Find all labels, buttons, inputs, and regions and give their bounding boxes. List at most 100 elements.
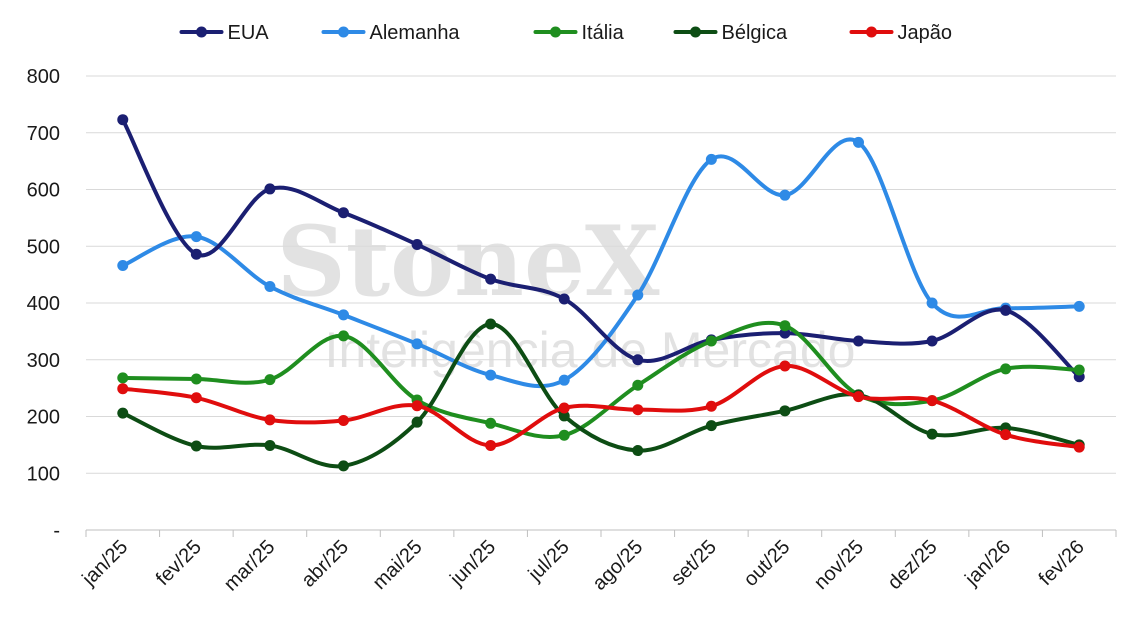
- y-tick-label: 300: [27, 350, 60, 372]
- data-point-belgica: [558, 410, 570, 422]
- legend-label: EUA: [228, 22, 270, 44]
- data-point-eua: [117, 114, 129, 126]
- y-tick-label: -: [53, 520, 60, 542]
- y-tick-label: 200: [27, 407, 60, 429]
- legend-item-alemanha: Alemanha: [321, 22, 461, 44]
- y-tick-label: 100: [27, 463, 60, 485]
- series-alemanha: [117, 136, 1085, 389]
- y-tick-label: 400: [27, 293, 60, 315]
- data-point-japao: [558, 402, 570, 414]
- data-point-belgica: [779, 405, 791, 417]
- x-tick-label: jan/25: [78, 536, 133, 591]
- legend-marker: [196, 26, 207, 38]
- data-point-italia: [558, 429, 570, 441]
- data-point-alemanha: [926, 297, 938, 309]
- data-point-alemanha: [705, 153, 717, 165]
- data-point-italia: [485, 417, 497, 429]
- series-line-japao: [120, 363, 1082, 450]
- data-point-belgica: [926, 428, 938, 440]
- data-point-japao: [926, 395, 938, 407]
- data-point-belgica: [485, 318, 497, 330]
- data-point-alemanha: [117, 260, 129, 272]
- series-line-belgica: [120, 321, 1082, 469]
- y-tick-label: 800: [27, 66, 60, 88]
- data-point-japao: [338, 414, 349, 426]
- data-point-alemanha: [632, 289, 644, 301]
- data-point-alemanha: [558, 374, 570, 386]
- data-point-eua: [411, 239, 423, 251]
- data-point-italia: [779, 320, 791, 332]
- data-point-italia: [705, 335, 717, 347]
- data-point-japao: [1073, 441, 1085, 453]
- series-japao: [117, 360, 1085, 453]
- data-point-italia: [1000, 363, 1012, 375]
- data-point-eua: [338, 207, 349, 219]
- data-point-japao: [779, 360, 791, 372]
- data-point-japao: [485, 439, 497, 451]
- legend: EUA Alemanha Itália Bélgica Japão: [179, 22, 953, 44]
- data-point-alemanha: [338, 309, 349, 321]
- x-tick-label: abr/25: [297, 536, 353, 592]
- data-point-japao: [1000, 429, 1012, 441]
- legend-label: Alemanha: [370, 22, 461, 44]
- data-point-eua: [264, 183, 276, 195]
- data-point-belgica: [705, 420, 717, 432]
- watermark: StoneX Inteligência de Mercado: [276, 205, 855, 378]
- data-point-alemanha: [853, 136, 864, 148]
- legend-item-japao: Japão: [849, 22, 953, 44]
- x-tick-label: mai/25: [369, 536, 427, 594]
- y-tick-label: 500: [27, 236, 60, 258]
- data-point-belgica: [632, 445, 644, 457]
- x-tick-label: jul/25: [524, 536, 574, 586]
- x-tick-label: fev/25: [152, 536, 206, 590]
- watermark-tagline: Inteligência de Mercado: [325, 322, 856, 378]
- legend-item-italia: Itália: [533, 22, 625, 44]
- legend-item-eua: EUA: [179, 22, 270, 44]
- data-point-japao: [117, 383, 129, 395]
- x-tick-label: nov/25: [810, 536, 868, 594]
- x-tick-label: mar/25: [220, 536, 280, 596]
- legend-label: Japão: [898, 22, 953, 44]
- data-point-alemanha: [264, 281, 276, 293]
- data-point-eua: [632, 354, 644, 366]
- legend-item-belgica: Bélgica: [673, 22, 788, 44]
- x-tick-label: jun/25: [445, 536, 500, 591]
- data-point-italia: [632, 379, 644, 391]
- legend-marker: [690, 26, 701, 38]
- data-point-italia: [190, 373, 202, 385]
- y-axis: - 100 200 300 400 500 600 700 800: [27, 66, 60, 542]
- data-point-belgica: [190, 440, 202, 452]
- data-point-eua: [926, 335, 938, 347]
- data-point-eua: [853, 335, 864, 347]
- watermark-brand: StoneX: [276, 205, 660, 318]
- legend-marker: [338, 26, 349, 38]
- data-point-japao: [190, 392, 202, 404]
- data-point-alemanha: [485, 369, 497, 381]
- data-point-italia: [1073, 364, 1085, 376]
- data-point-japao: [264, 414, 276, 426]
- data-point-eua: [485, 273, 497, 285]
- y-tick-label: 600: [27, 180, 60, 202]
- legend-marker: [550, 26, 561, 38]
- legend-marker: [866, 26, 877, 38]
- data-point-alemanha: [1073, 300, 1085, 312]
- data-point-alemanha: [779, 189, 791, 201]
- data-point-eua: [190, 248, 202, 260]
- data-point-belgica: [117, 407, 129, 419]
- data-point-italia: [117, 372, 129, 384]
- data-point-italia: [338, 330, 349, 342]
- x-tick-label: fev/26: [1035, 536, 1089, 590]
- data-point-japao: [705, 400, 717, 412]
- x-tick-label: jan/26: [960, 536, 1015, 591]
- y-tick-label: 700: [27, 123, 60, 145]
- x-tick-label: set/25: [667, 536, 721, 590]
- data-point-italia: [264, 374, 276, 386]
- data-point-japao: [853, 391, 864, 403]
- legend-label: Bélgica: [722, 22, 788, 44]
- x-tick-label: ago/25: [589, 536, 648, 595]
- x-tick-label: dez/25: [884, 536, 942, 594]
- data-point-belgica: [264, 439, 276, 451]
- data-point-japao: [411, 400, 423, 412]
- series-layer: [117, 114, 1085, 472]
